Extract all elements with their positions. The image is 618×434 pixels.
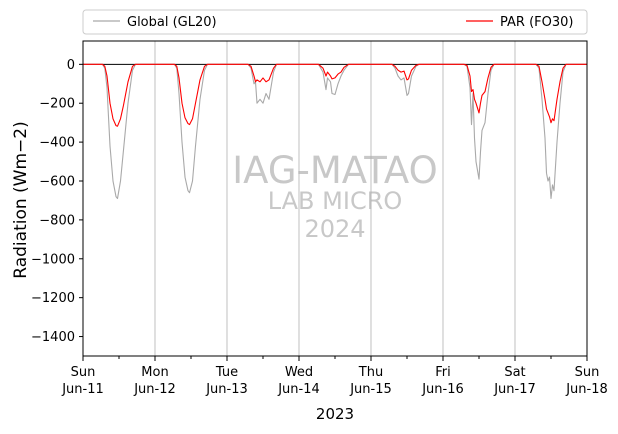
- x-tick-date: Jun-18: [565, 382, 608, 397]
- legend-label-par: PAR (FO30): [500, 15, 573, 30]
- y-axis-label: Radiation (Wm−2): [11, 121, 31, 278]
- x-axis-label: 2023: [316, 405, 354, 423]
- y-axis: 0 −200 −400 −600 −800 −1000 −1200 −1400: [31, 58, 83, 345]
- x-tick-day: Wed: [285, 365, 313, 380]
- x-tick-date: Jun-13: [205, 382, 248, 397]
- x-tick-date: Jun-15: [349, 382, 392, 397]
- y-tick-label: 0: [67, 58, 75, 73]
- x-tick-day: Tue: [215, 365, 238, 380]
- x-tick-day: Sun: [575, 365, 600, 380]
- x-tick-date: Jun-11: [61, 382, 104, 397]
- watermark: IAG-MATAO LAB MICRO 2024: [232, 149, 437, 243]
- y-tick-label: −400: [39, 136, 75, 151]
- watermark-line-3: 2024: [304, 215, 365, 243]
- x-axis: Sun Jun-11 Mon Jun-12 Tue Jun-13 Wed Jun-14 Thu J…: [61, 356, 608, 397]
- x-tick-day: Thu: [358, 365, 383, 380]
- legend-label-global: Global (GL20): [127, 15, 217, 30]
- x-tick-date: Jun-12: [133, 382, 176, 397]
- x-tick-day: Mon: [141, 365, 168, 380]
- x-tick-day: Sun: [71, 365, 96, 380]
- series-lines: [83, 63, 587, 200]
- y-tick-label: −1200: [31, 291, 75, 306]
- legend: Global (GL20) PAR (FO30): [82, 9, 588, 35]
- x-tick-day: Fri: [435, 365, 451, 380]
- x-tick-date: Jun-14: [277, 382, 320, 397]
- watermark-line-2: LAB MICRO: [268, 187, 403, 215]
- series-par-line: [83, 63, 587, 127]
- x-tick-date: Jun-17: [493, 382, 536, 397]
- x-tick-date: Jun-16: [421, 382, 464, 397]
- legend-box: [82, 9, 588, 35]
- y-tick-label: −200: [39, 97, 75, 112]
- y-tick-label: −800: [39, 213, 75, 228]
- y-tick-label: −1000: [31, 252, 75, 267]
- y-tick-label: −1400: [31, 330, 75, 345]
- y-tick-label: −600: [39, 175, 75, 190]
- watermark-line-1: IAG-MATAO: [232, 149, 437, 192]
- gridlines: [154, 41, 516, 356]
- x-tick-day: Sat: [504, 365, 525, 380]
